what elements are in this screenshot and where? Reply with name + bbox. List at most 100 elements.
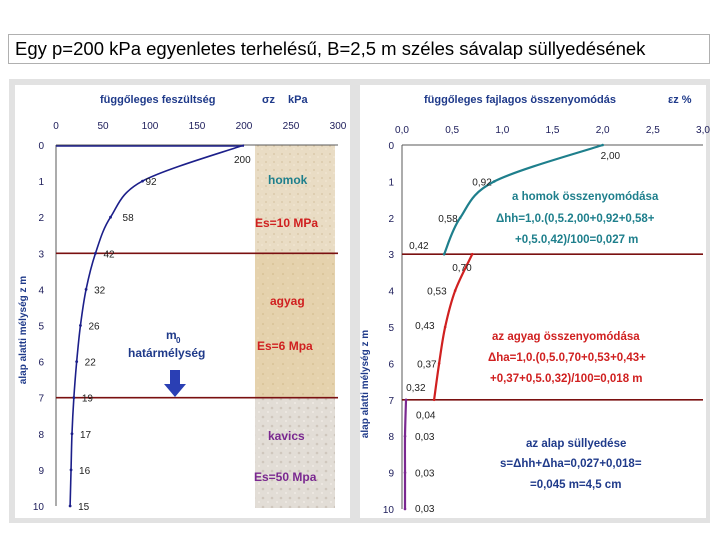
settlement-formula: s=Δhh+Δha=0,027+0,018= xyxy=(500,458,642,470)
strain-point xyxy=(437,362,441,365)
right-y-axis-label: alap alatti mélység z m xyxy=(360,330,371,438)
left-axis-symbol: σz xyxy=(262,94,276,106)
right-y-tick-label: 10 xyxy=(383,505,395,516)
soil-name-homok: homok xyxy=(268,173,308,187)
strain-value-label: 0,92 xyxy=(472,177,492,188)
right-x-tick-label: 2,5 xyxy=(646,125,660,136)
stress-point xyxy=(72,396,76,400)
strain-point xyxy=(442,252,446,256)
strain-curve-kavics xyxy=(403,399,408,510)
strain-value-label: 2,00 xyxy=(601,151,621,162)
stress-point xyxy=(94,251,97,255)
right-x-tick-label: 2,0 xyxy=(596,125,610,136)
strain-point xyxy=(601,143,604,147)
stress-point xyxy=(79,324,82,327)
right-y-tick-label: 1 xyxy=(388,177,394,188)
soil-modulus-homok: Es=10 MPa xyxy=(255,216,318,230)
left-y-axis-label: alap alatti mélység z m xyxy=(18,276,29,384)
strain-value-label: 0,53 xyxy=(427,287,447,298)
strain-point xyxy=(403,471,407,474)
left-x-tick-label: 0 xyxy=(53,121,59,132)
strain-point xyxy=(432,398,436,402)
stress-point xyxy=(84,288,88,291)
stress-point xyxy=(68,504,72,508)
stress-curve xyxy=(69,144,245,507)
left-x-tick-label: 300 xyxy=(330,121,347,132)
stress-value-label: 26 xyxy=(88,322,100,333)
strain-value-label: 0,03 xyxy=(415,432,435,443)
strain-value-label: 0,70 xyxy=(452,263,472,274)
right-y-tick-label: 9 xyxy=(388,469,394,480)
sand-compression-result: +0,5.0,42)/100=0,027 m xyxy=(515,234,638,246)
left-y-tick-label: 6 xyxy=(38,358,44,369)
left-y-tick-label: 5 xyxy=(38,322,44,333)
right-x-tick-label: 0,5 xyxy=(445,125,459,136)
strain-value-label: 0,42 xyxy=(409,241,429,252)
right-axis-symbol: εz % xyxy=(668,94,692,106)
stress-point xyxy=(70,432,74,436)
stress-value-label: 16 xyxy=(79,466,91,477)
left-x-tick-label: 50 xyxy=(97,121,109,132)
right-chart-background xyxy=(360,85,706,518)
strain-value-label: 0,32 xyxy=(406,383,426,394)
strain-value-label: 0,43 xyxy=(415,321,435,332)
stress-value-label: 42 xyxy=(103,249,115,260)
stress-value-label: 15 xyxy=(78,502,90,513)
left-y-tick-label: 0 xyxy=(38,141,44,152)
sand-compression-formula: Δhh=1,0.(0,5.2,00+0,92+0,58+ xyxy=(496,213,655,225)
strain-point xyxy=(458,216,462,220)
stress-value-label: 22 xyxy=(85,358,97,369)
left-x-tick-label: 150 xyxy=(189,121,206,132)
right-y-tick-label: 7 xyxy=(388,396,394,407)
stress-value-label: 92 xyxy=(145,177,157,188)
right-x-tick-label: 3,0 xyxy=(696,125,710,136)
right-x-tick-label: 0,0 xyxy=(395,125,409,136)
strain-point xyxy=(493,180,496,183)
right-y-tick-label: 6 xyxy=(388,359,394,370)
right-y-tick-label: 5 xyxy=(388,323,394,334)
soil-name-kavics: kavics xyxy=(268,429,305,443)
left-x-tick-label: 100 xyxy=(142,121,159,132)
m0-label: m xyxy=(166,328,177,342)
left-y-tick-label: 8 xyxy=(38,430,44,441)
left-y-tick-label: 9 xyxy=(38,466,44,477)
left-y-tick-label: 4 xyxy=(38,285,44,296)
left-y-tick-label: 7 xyxy=(38,394,44,405)
m0-subscript: 0 xyxy=(176,336,181,345)
sand-compression-title: a homok összenyomódása xyxy=(512,191,659,203)
stress-value-label: 200 xyxy=(234,155,251,166)
stress-point xyxy=(75,360,79,363)
strain-point xyxy=(403,434,407,438)
stress-value-label: 58 xyxy=(123,213,135,224)
strain-value-label: 0,37 xyxy=(417,359,437,370)
down-arrow-icon xyxy=(164,370,186,397)
right-y-tick-label: 4 xyxy=(388,287,394,298)
strain-value-label: 0,03 xyxy=(415,504,435,515)
soil-modulus-kavics: Es=50 Mpa xyxy=(254,470,317,484)
stress-point xyxy=(141,179,144,183)
strain-value-label: 0,58 xyxy=(438,214,458,225)
right-axis-title: függőleges fajlagos összenyomódás xyxy=(424,94,616,106)
stress-value-label: 19 xyxy=(82,394,94,405)
left-x-tick-label: 200 xyxy=(236,121,253,132)
right-y-tick-label: 8 xyxy=(388,432,394,443)
left-y-tick-label: 2 xyxy=(38,213,44,224)
soil-modulus-agyag: Es=6 Mpa xyxy=(257,339,313,353)
strain-point xyxy=(470,252,474,256)
right-y-tick-label: 2 xyxy=(388,214,394,225)
stress-value-label: 32 xyxy=(94,285,106,296)
strain-point xyxy=(404,398,408,402)
settlement-title: az alap süllyedése xyxy=(526,438,626,450)
slide-title: Egy p=200 kPa egyenletes terhelésű, B=2,… xyxy=(8,34,710,64)
strain-point xyxy=(453,289,457,292)
right-x-tick-label: 1,5 xyxy=(546,125,560,136)
strain-point xyxy=(443,325,447,329)
clay-compression-title: az agyag összenyomódása xyxy=(492,331,640,343)
gravel-strip xyxy=(255,397,335,508)
soil-name-agyag: agyag xyxy=(270,294,305,308)
right-x-tick-label: 1,0 xyxy=(495,125,509,136)
m0-description: határmélység xyxy=(128,346,205,360)
strain-curve-homok xyxy=(443,143,604,255)
settlement-result: =0,045 m=4,5 cm xyxy=(530,479,621,491)
